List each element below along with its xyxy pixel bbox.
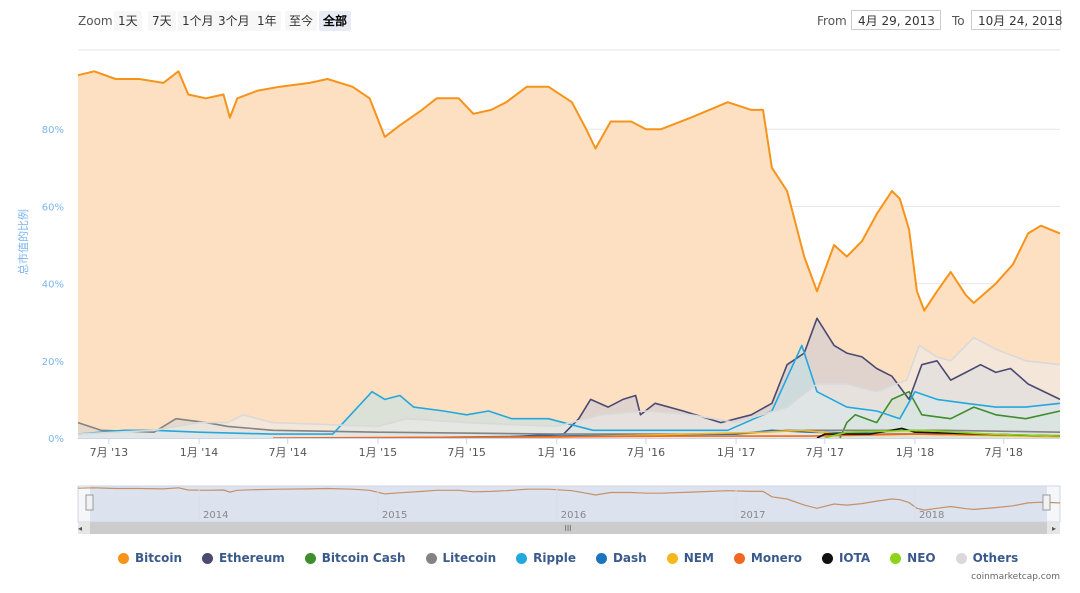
x-tick-label: 7月 '13 xyxy=(90,446,129,459)
scrollbar-thumb[interactable] xyxy=(90,522,1047,534)
y-tick-label: 40% xyxy=(42,280,64,291)
line-neo xyxy=(824,429,1061,439)
x-tick-label: 7月 '16 xyxy=(627,446,666,459)
x-tick-label: 7月 '14 xyxy=(268,446,307,459)
legend-dot-icon xyxy=(304,552,316,564)
x-tick-label: 1月 '15 xyxy=(359,446,398,459)
x-tick-label: 7月 '17 xyxy=(806,446,845,459)
legend-label: Others xyxy=(972,551,1019,565)
navigator-left-handle[interactable] xyxy=(85,494,94,511)
to-label: To xyxy=(952,14,965,28)
line-bitcoin xyxy=(77,70,1061,312)
x-tick-label: 1月 '16 xyxy=(537,446,576,459)
legend-item-bitcoin-cash[interactable]: Bitcoin Cash xyxy=(304,551,406,565)
legend-dot-icon xyxy=(595,552,607,564)
legend-label: Monero xyxy=(750,551,802,565)
legend-item-ethereum[interactable]: Ethereum xyxy=(202,551,285,565)
navigator-year-labels: 2014 2015 2016 2017 2018 xyxy=(198,486,944,522)
zoom-button-1m[interactable]: 1个月 xyxy=(178,11,218,31)
legend-dot-icon xyxy=(890,552,902,564)
legend-item-nem[interactable]: NEM xyxy=(666,551,714,565)
legend-item-others[interactable]: Others xyxy=(955,551,1019,565)
x-tick-label: 1月 '17 xyxy=(717,446,756,459)
series-lines xyxy=(77,70,1061,439)
axes: 0% 20% 40% 60% 80% 7月 '13 1月 '14 7月 '14 1月 '15 7月… xyxy=(42,125,1060,459)
scroll-grip-icon[interactable]: III xyxy=(564,524,571,533)
zoom-button-ytd[interactable]: 至今 xyxy=(285,11,318,31)
zoom-button-1d[interactable]: 1天 xyxy=(114,11,142,31)
navigator[interactable]: 2014 2015 2016 2017 2018 ◂ ▸ III xyxy=(77,485,1061,534)
navigator-year-label: 2016 xyxy=(561,510,586,521)
x-tick-label: 7月 '15 xyxy=(447,446,486,459)
legend-label: Litecoin xyxy=(442,551,497,565)
y-tick-label: 80% xyxy=(42,125,64,136)
legend-label: NEM xyxy=(683,551,714,565)
legend-dot-icon xyxy=(425,552,437,564)
line-ethereum xyxy=(484,317,1061,439)
legend-item-dash[interactable]: Dash xyxy=(595,551,647,565)
legend-item-litecoin[interactable]: Litecoin xyxy=(425,551,497,565)
zoom-button-all[interactable]: 全部 xyxy=(319,11,352,31)
zoom-button-1y[interactable]: 1年 xyxy=(253,11,281,31)
legend-label: Ethereum xyxy=(219,551,285,565)
legend-label: NEO xyxy=(907,551,936,565)
legend-label: Bitcoin Cash xyxy=(321,551,406,565)
from-date-input[interactable]: 4月 29, 2013 xyxy=(851,10,941,30)
y-tick-label: 60% xyxy=(42,202,64,213)
y-tick-label: 20% xyxy=(42,357,64,368)
line-litecoin xyxy=(77,417,1061,435)
x-tick-label: 1月 '14 xyxy=(180,446,219,459)
legend-item-ripple[interactable]: Ripple xyxy=(516,551,576,565)
legend-dot-icon xyxy=(821,552,833,564)
legend-dot-icon xyxy=(202,552,214,564)
legend-label: Ripple xyxy=(533,551,576,565)
zoom-button-7d[interactable]: 7天 xyxy=(148,11,176,31)
navigator-year-label: 2018 xyxy=(919,510,944,521)
line-bitcoin-cash xyxy=(839,390,1061,439)
legend-item-monero[interactable]: Monero xyxy=(733,551,802,565)
navigator-year-label: 2015 xyxy=(382,510,407,521)
scroll-right-arrow-icon[interactable]: ▸ xyxy=(1052,524,1056,533)
navigator-right-handle[interactable] xyxy=(1042,494,1051,511)
navigator-series-line xyxy=(77,487,1061,511)
series-areas xyxy=(78,71,1060,439)
legend-item-neo[interactable]: NEO xyxy=(890,551,936,565)
zoom-button-3m[interactable]: 3个月 xyxy=(214,11,254,31)
y-tick-label: 0% xyxy=(48,434,64,445)
legend-dot-icon xyxy=(118,552,129,564)
zoom-label: Zoom xyxy=(78,14,113,28)
legend-label: Bitcoin xyxy=(135,551,183,565)
to-date-input[interactable]: 10月 24, 2018 xyxy=(971,10,1063,30)
y-axis-title: 总市值的比例 xyxy=(16,209,30,275)
legend-dot-icon xyxy=(733,552,745,564)
x-tick-label: 1月 '18 xyxy=(896,446,935,459)
from-label: From xyxy=(817,14,847,28)
line-others xyxy=(77,336,1061,435)
legend-label: Dash xyxy=(612,551,647,565)
legend-item-bitcoin[interactable]: Bitcoin xyxy=(118,551,182,565)
navigator-year-label: 2014 xyxy=(203,510,228,521)
scroll-left-arrow-icon[interactable]: ◂ xyxy=(78,524,82,533)
line-ripple xyxy=(77,344,1061,435)
chart-legend: Bitcoin Ethereum Bitcoin Cash Litecoin Rippl… xyxy=(118,549,1038,567)
legend-item-iota[interactable]: IOTA xyxy=(821,551,871,565)
line-monero xyxy=(272,433,1061,439)
x-tick-label: 7月 '18 xyxy=(984,446,1023,459)
navigator-year-label: 2017 xyxy=(740,510,765,521)
legend-dot-icon xyxy=(666,552,678,564)
legend-dot-icon xyxy=(516,552,528,564)
area-others xyxy=(78,337,1060,438)
range-selector: Zoom 1天 7天 1个月 3个月 1年 至今 全部 From 4月 29, … xyxy=(0,0,1080,40)
credit-text: coinmarketcap.com xyxy=(971,572,1060,582)
navigator-selection[interactable] xyxy=(90,486,1047,522)
legend-label: IOTA xyxy=(838,551,871,565)
legend-dot-icon xyxy=(955,552,967,564)
